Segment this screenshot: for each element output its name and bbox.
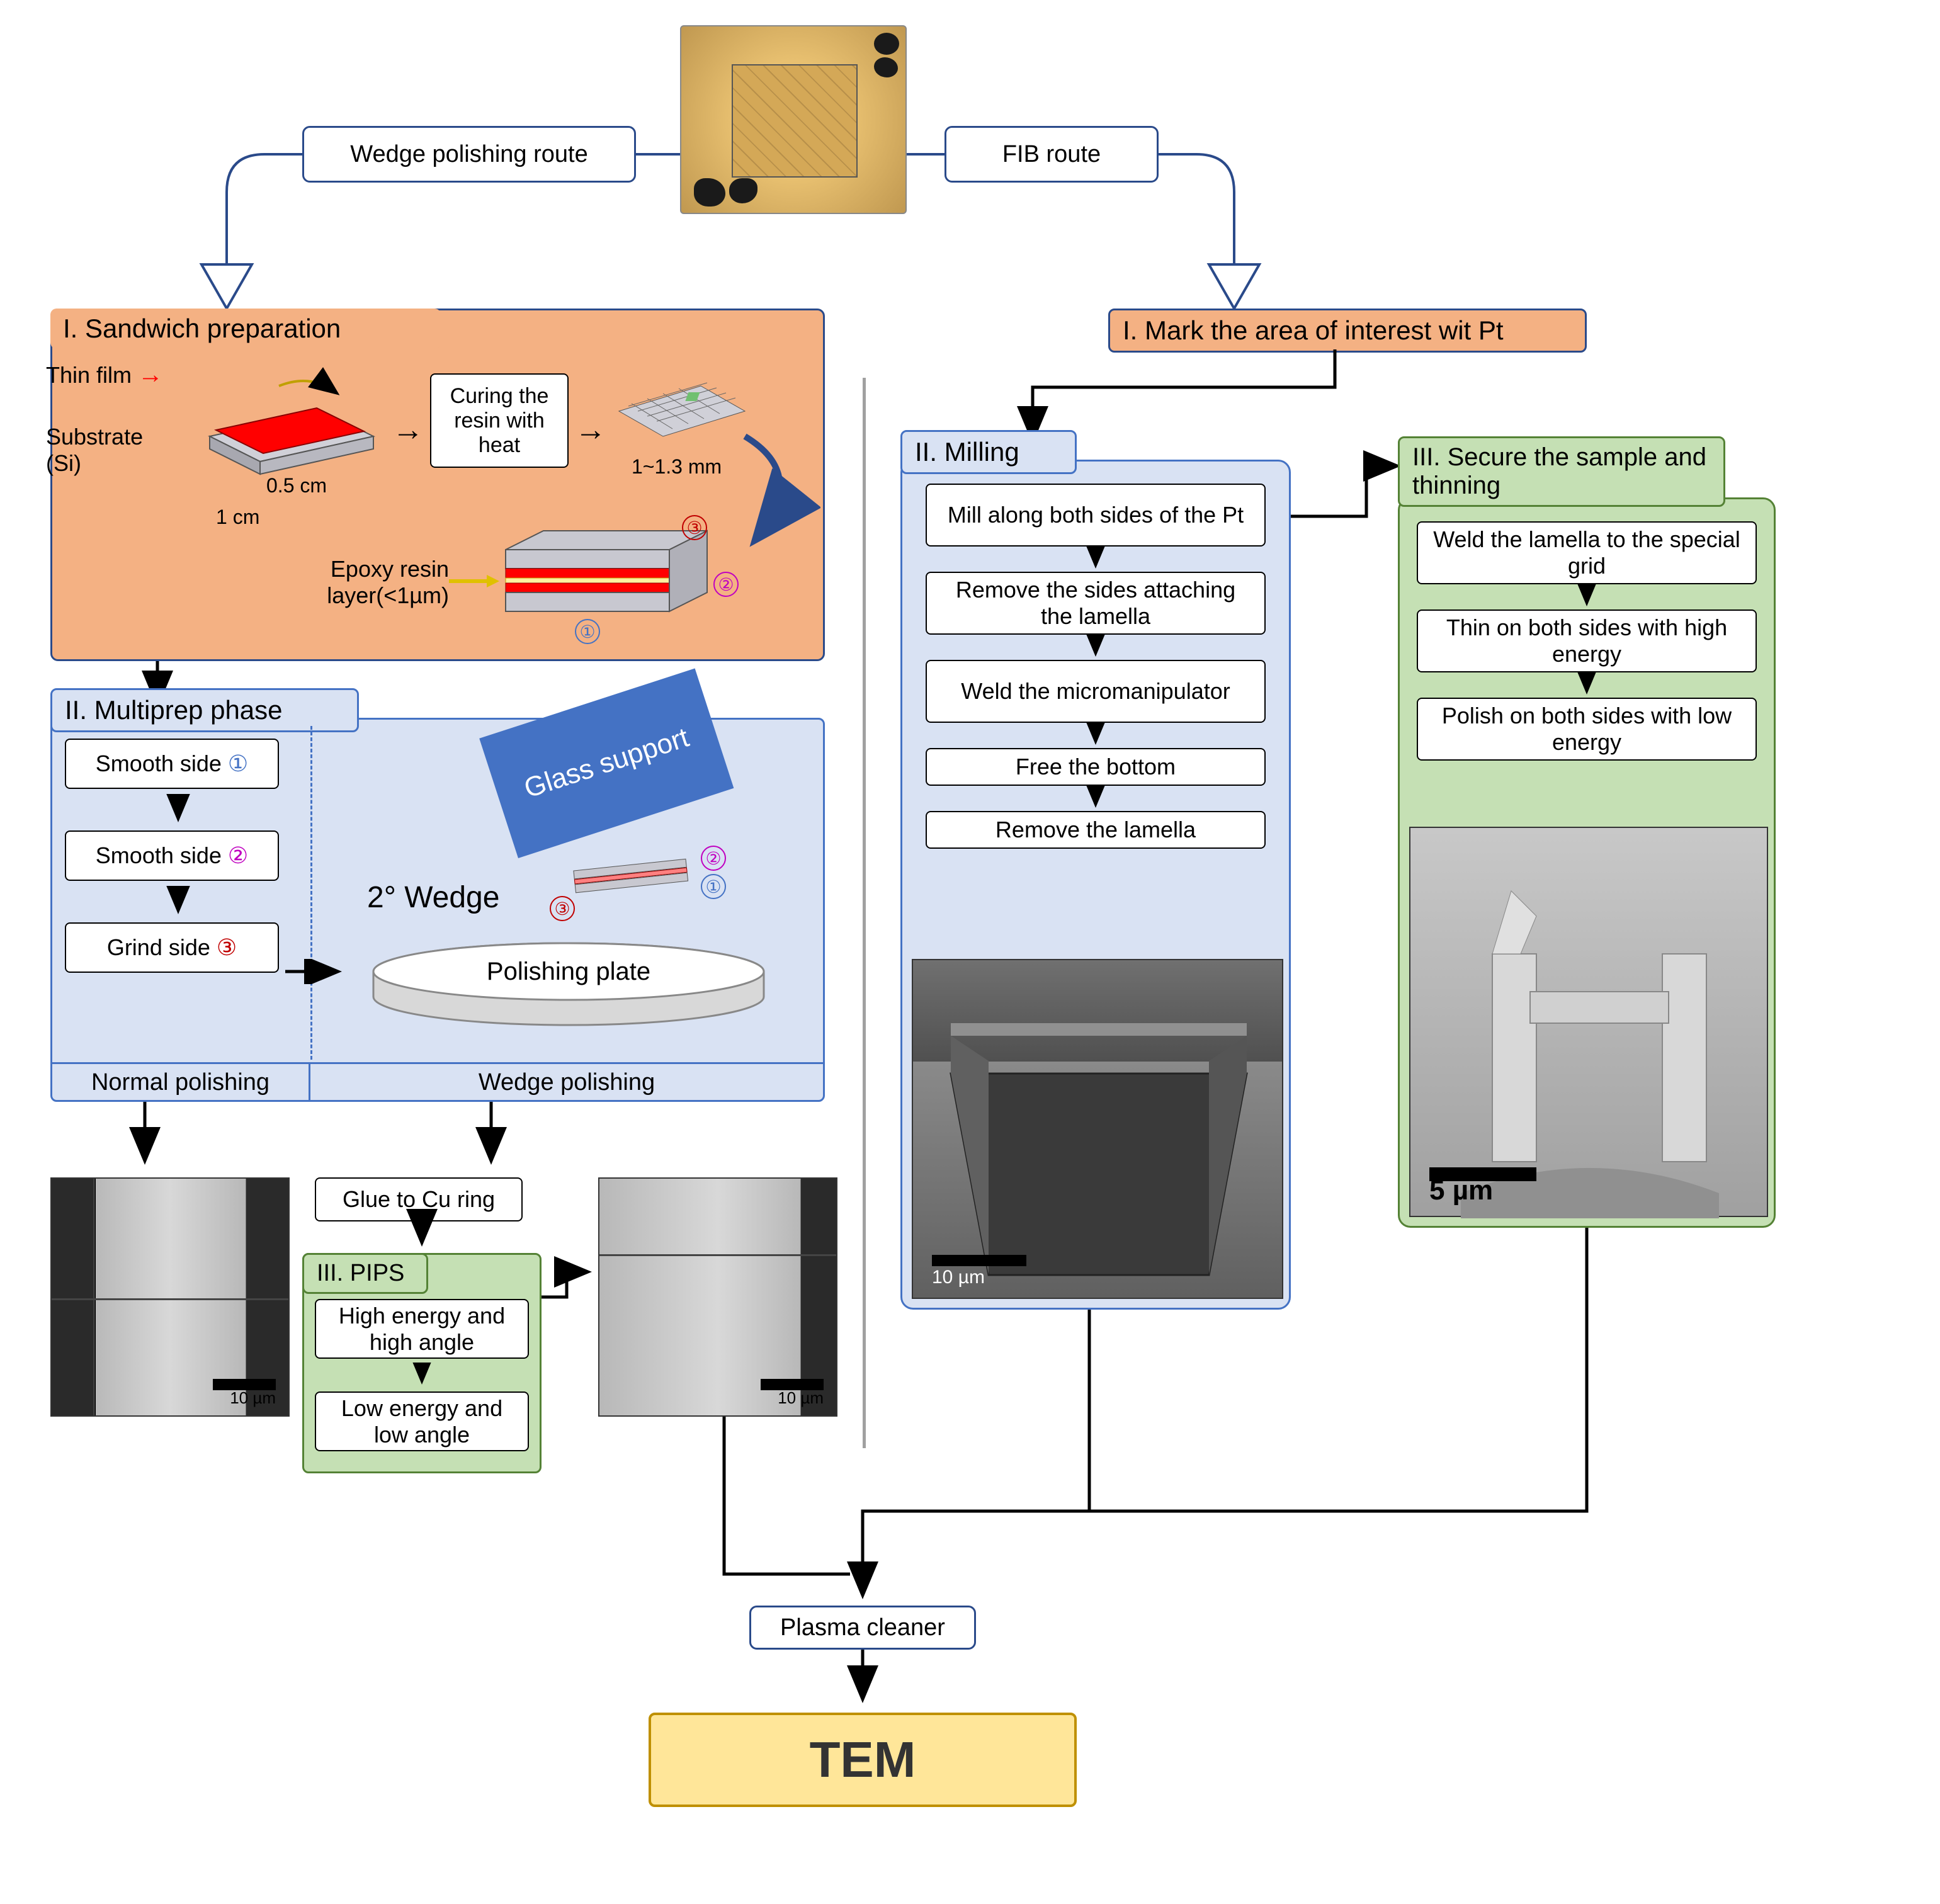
secure-step-0: Weld the lamella to the special grid bbox=[1417, 521, 1757, 584]
wedge-num2: ② bbox=[701, 846, 726, 871]
mill-step-4: Remove the lamella bbox=[926, 811, 1266, 849]
arrow-to-wedge bbox=[285, 959, 348, 984]
thin-film-label: Thin film → bbox=[46, 361, 163, 389]
right-section1-title: I. Mark the area of interest wit Pt bbox=[1123, 315, 1504, 345]
wedge-num1: ① bbox=[701, 874, 726, 899]
left-section1: I. Sandwich preparation Thin film → Subs… bbox=[50, 309, 825, 661]
curing-box: Curing the resin with heat bbox=[430, 373, 569, 468]
grid-block bbox=[613, 367, 751, 455]
plasma-box: Plasma cleaner bbox=[749, 1606, 976, 1650]
mill-step-3: Free the bottom bbox=[926, 748, 1266, 786]
pips-step1: High energy and high angle bbox=[315, 1299, 529, 1359]
multiprep-footer: Normal polishing Wedge polishing bbox=[52, 1062, 823, 1100]
left-section3-title: III. PIPS bbox=[317, 1260, 404, 1286]
arrow-pips-right bbox=[542, 1259, 598, 1310]
polishing-plate-label: Polishing plate bbox=[367, 958, 770, 986]
step-smooth2: Smooth side ② bbox=[65, 830, 279, 881]
sample-photo bbox=[680, 25, 907, 214]
arrow-plasma-tem bbox=[844, 1650, 882, 1713]
arrow-to-curing: → bbox=[392, 411, 424, 448]
route-left-label: Wedge polishing route bbox=[350, 141, 587, 168]
milling-scale: 10 µm bbox=[932, 1267, 985, 1288]
wedge-sandwich bbox=[573, 859, 689, 908]
multiprep-steps: Smooth side ① Smooth side ① Smooth side … bbox=[65, 739, 292, 973]
dim-1cm: 1 cm bbox=[216, 506, 259, 529]
secure-scale: 5 µm bbox=[1429, 1175, 1493, 1206]
epoxy-arrow bbox=[449, 572, 499, 591]
right-section1: I. Mark the area of interest wit Pt bbox=[1108, 309, 1587, 353]
left-section2-header: II. Multiprep phase bbox=[50, 688, 359, 732]
route-left-box: Wedge polishing route bbox=[302, 126, 636, 183]
pips-step2: Low energy and low angle bbox=[315, 1391, 529, 1451]
stack-num2: ② bbox=[713, 572, 739, 597]
wedge-illustration: Glass support ② ① ③ 2° Wedge Polishing p… bbox=[342, 732, 808, 1060]
mill-step-0: Mill along both sides of the Pt bbox=[926, 484, 1266, 547]
left-section2: II. Multiprep phase Smooth side ① Smooth… bbox=[50, 718, 825, 1102]
slab-3d bbox=[197, 361, 386, 487]
dim-1-1-3: 1~1.3 mm bbox=[632, 455, 722, 479]
dim-05cm: 0.5 cm bbox=[266, 474, 327, 497]
polishing-plate: Polishing plate bbox=[367, 940, 770, 1028]
route-divider bbox=[863, 378, 866, 1448]
tem-box: TEM bbox=[649, 1713, 1077, 1807]
milling-sem: 10 µm bbox=[912, 959, 1283, 1299]
sandwich-stack: ③ ② ① bbox=[493, 518, 732, 644]
micrograph-right-scale: 10 µm bbox=[778, 1388, 824, 1408]
stack-num1: ① bbox=[575, 619, 600, 644]
milling-scalebar bbox=[932, 1255, 1026, 1266]
route-right-label: FIB route bbox=[1002, 141, 1101, 168]
epoxy-label: Epoxy resin layer(<1µm) bbox=[260, 556, 449, 609]
right-section3-title: III. Secure the sample and thinning bbox=[1412, 443, 1706, 499]
footer-wedge: Wedge polishing bbox=[310, 1064, 823, 1100]
stack-num3: ③ bbox=[682, 515, 707, 540]
micrograph-left-scale: 10 µm bbox=[230, 1388, 276, 1408]
arrow-glue-down bbox=[403, 1221, 441, 1253]
arrow-s2-1 bbox=[65, 794, 292, 825]
glass-support: Glass support bbox=[479, 669, 734, 858]
left-section3: III. PIPS High energy and high angle Low… bbox=[302, 1253, 542, 1473]
right-section2-title: II. Milling bbox=[915, 437, 1019, 467]
micrograph-left: 10 µm bbox=[50, 1177, 290, 1417]
pips-arrow bbox=[310, 1363, 533, 1388]
left-section3-header: III. PIPS bbox=[302, 1253, 428, 1294]
right-section2-header: II. Milling bbox=[900, 430, 1077, 474]
right-section3-header: III. Secure the sample and thinning bbox=[1398, 436, 1725, 507]
plasma-label: Plasma cleaner bbox=[780, 1614, 945, 1641]
right-section3: III. Secure the sample and thinning Weld… bbox=[1398, 497, 1776, 1228]
wedge-num3: ③ bbox=[550, 896, 575, 921]
step-grind3: Grind side ③ bbox=[65, 922, 279, 973]
secure-sem: 5 µm bbox=[1409, 827, 1768, 1217]
mill-step-2: Weld the micromanipulator bbox=[926, 660, 1266, 723]
arrow-to-grid: → bbox=[575, 411, 606, 448]
step-smooth1: Smooth side ① Smooth side ① bbox=[65, 739, 279, 789]
wedge-angle: 2° Wedge bbox=[367, 880, 499, 915]
mill-step-1: Remove the sides attaching the lamella bbox=[926, 572, 1266, 635]
right-section2: II. Milling Mill along both sides of the… bbox=[900, 460, 1291, 1310]
route-right-box: FIB route bbox=[944, 126, 1159, 183]
secure-step-2: Polish on both sides with low energy bbox=[1417, 698, 1757, 761]
glue-box: Glue to Cu ring bbox=[315, 1177, 523, 1221]
left-section1-title: I. Sandwich preparation bbox=[63, 314, 341, 343]
milling-steps: Mill along both sides of the Pt Remove t… bbox=[912, 484, 1279, 849]
arrow-multiprep-down bbox=[113, 1102, 617, 1177]
footer-normal: Normal polishing bbox=[52, 1064, 310, 1100]
secure-steps: Weld the lamella to the special grid Thi… bbox=[1409, 521, 1764, 761]
multiprep-divider bbox=[310, 726, 312, 1060]
micrograph-right: 10 µm bbox=[598, 1177, 837, 1417]
left-section1-header: I. Sandwich preparation bbox=[50, 309, 441, 349]
curved-arrow-down bbox=[732, 424, 820, 550]
left-section2-title: II. Multiprep phase bbox=[65, 695, 283, 725]
arrow-s2-2 bbox=[65, 886, 292, 917]
tem-label: TEM bbox=[810, 1731, 916, 1789]
secure-step-1: Thin on both sides with high energy bbox=[1417, 609, 1757, 672]
substrate-label: Substrate (Si) bbox=[46, 424, 172, 477]
